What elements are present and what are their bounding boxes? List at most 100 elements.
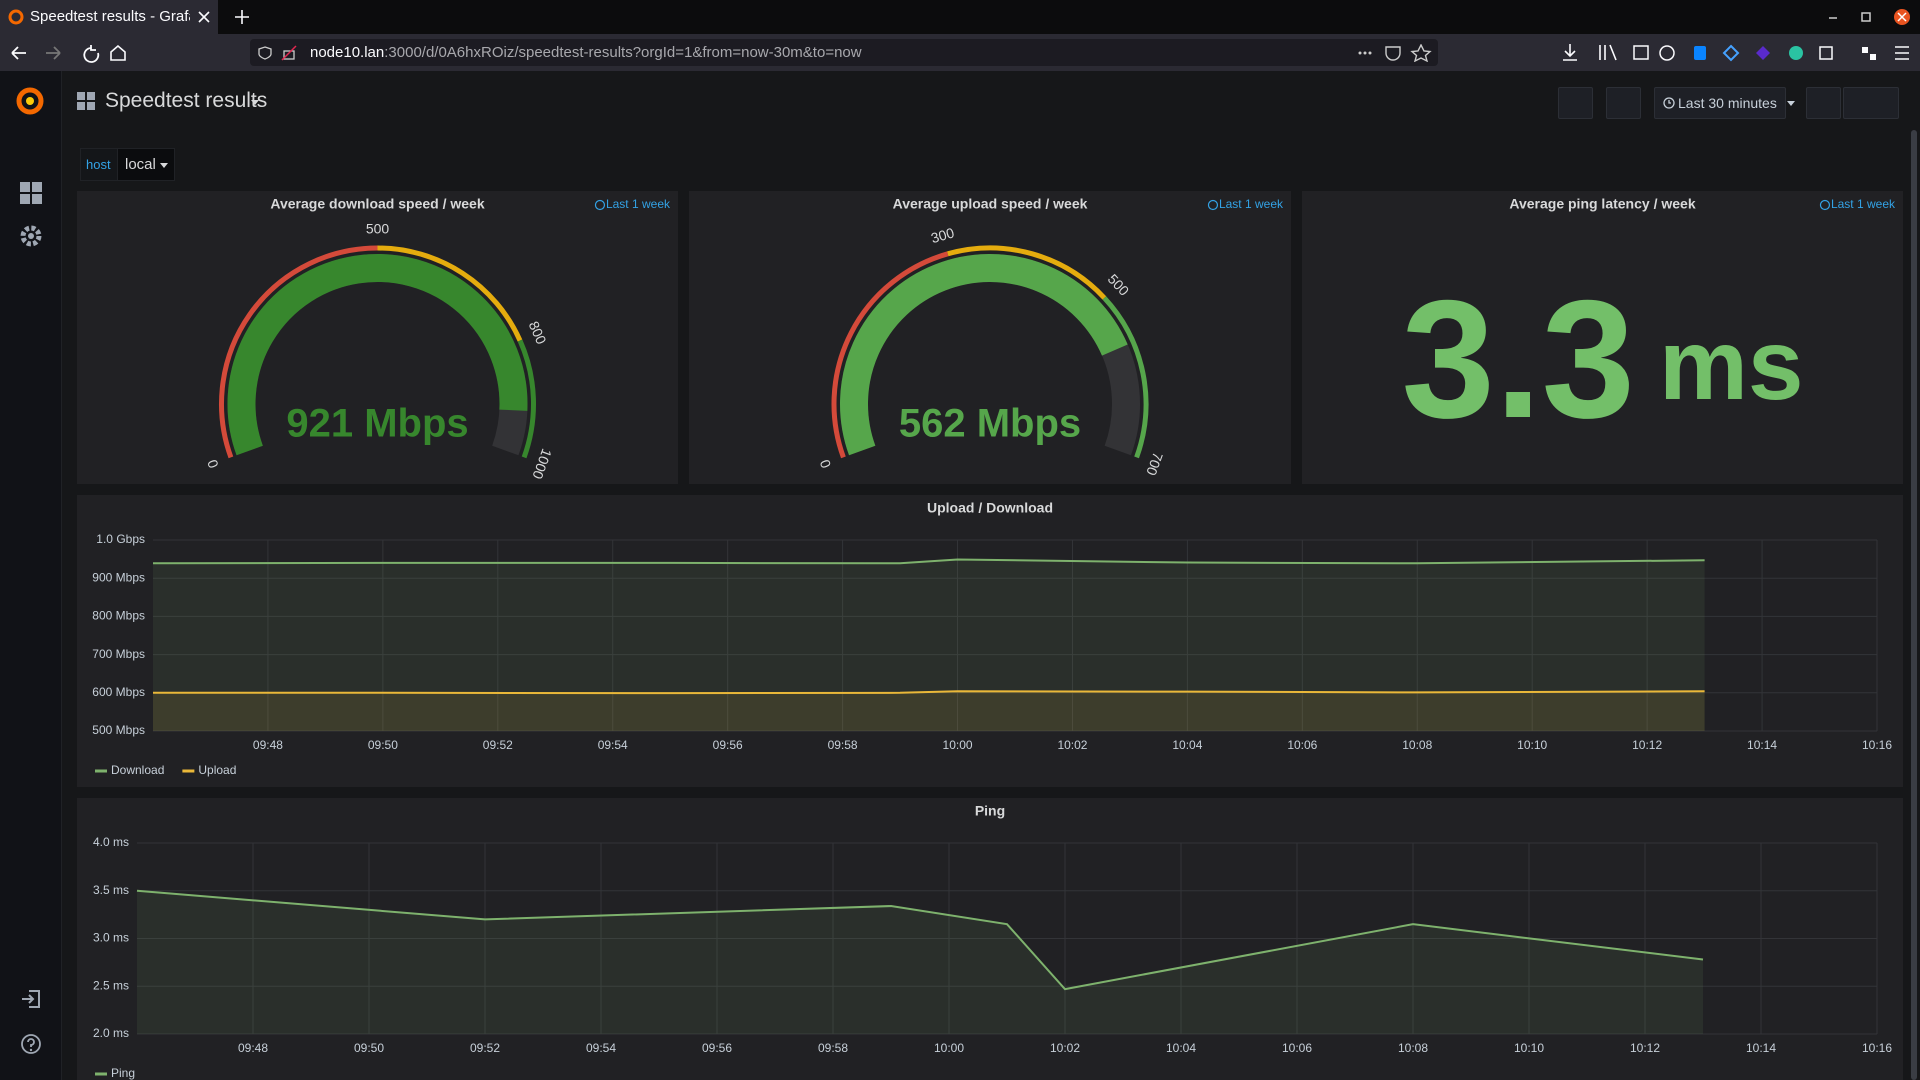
- x-tick-label: 10:02: [1050, 1041, 1080, 1055]
- title-caret[interactable]: [251, 100, 259, 106]
- share-button[interactable]: [1558, 87, 1593, 119]
- x-tick-label: 09:48: [253, 738, 283, 752]
- time-picker[interactable]: Last 30 minutes: [1654, 87, 1795, 119]
- variable-label-box: host: [80, 148, 118, 181]
- variable-label: host: [86, 157, 111, 172]
- window-controls: [1829, 9, 1910, 25]
- panel-title: Average upload speed / week: [893, 196, 1088, 212]
- clock-icon: [1207, 199, 1219, 211]
- x-tick-label: 10:08: [1402, 738, 1432, 752]
- x-tick-label: 10:12: [1632, 738, 1662, 752]
- stat-value: 3.3: [1401, 265, 1635, 453]
- gauge-tick-label: 800: [526, 319, 550, 347]
- tab-icon: [8, 9, 24, 25]
- x-tick-label: 10:14: [1746, 1041, 1776, 1055]
- gauge-tick-label: 700: [1143, 450, 1166, 478]
- gauge-tick-label: 300: [929, 224, 956, 246]
- legend-label: Ping: [111, 1066, 135, 1080]
- url-actions[interactable]: [1356, 44, 1432, 62]
- clock-icon: [1663, 97, 1675, 109]
- x-tick-label: 09:52: [483, 738, 513, 752]
- dashboard-title[interactable]: Speedtest results: [105, 89, 268, 112]
- series-line: [152, 558, 1705, 565]
- url-field[interactable]: node10.lan:3000/d/0A6hxROiz/speedtest-re…: [250, 39, 1438, 66]
- gauge-tick-label: 1000: [529, 447, 555, 482]
- toolbar-icons[interactable]: [1560, 42, 1910, 64]
- x-tick-label: 10:04: [1172, 738, 1202, 752]
- tab-bar: Speedtest results - Grafa: [0, 0, 1920, 34]
- legend-label: Download: [111, 763, 164, 777]
- gauge-tick-label: 500: [1105, 271, 1133, 299]
- x-tick-label: 09:56: [713, 738, 743, 752]
- x-tick-label: 10:06: [1282, 1041, 1312, 1055]
- variable-select[interactable]: local: [117, 148, 175, 181]
- settings-icon[interactable]: [19, 224, 43, 248]
- clock-icon: [1819, 199, 1831, 211]
- new-tab[interactable]: [234, 9, 250, 25]
- panel: Ping 2.0 ms 2.5 ms 3.0 ms 3.5 ms 4.0 ms 09:48 0…: [77, 798, 1903, 1080]
- gauge-threshold: [219, 245, 378, 459]
- panel-canvas: Upload / Download 500 Mbps 600 Mbps 700 Mbp…: [92, 500, 1892, 777]
- x-tick-label: 09:54: [598, 738, 628, 752]
- y-tick-label: 600 Mbps: [92, 685, 145, 699]
- panel-time-info: Last 1 week: [606, 197, 671, 211]
- y-tick-label: 700 Mbps: [92, 647, 145, 661]
- panel-canvas: Average upload speed / week Last 1 week 0 3…: [816, 196, 1284, 478]
- x-tick-label: 09:58: [828, 738, 858, 752]
- gauge-value-label: 921 Mbps: [286, 402, 468, 446]
- sign-in-icon[interactable]: [20, 988, 42, 1010]
- time-range: Last 30 minutes: [1678, 95, 1777, 111]
- x-tick-label: 10:14: [1747, 738, 1777, 752]
- dashboards-icon[interactable]: [19, 181, 43, 205]
- tab-close[interactable]: [198, 11, 210, 23]
- panel: Average upload speed / week Last 1 week 0 3…: [689, 191, 1291, 484]
- gauge-threshold: [377, 245, 523, 342]
- panel-title: Ping: [975, 803, 1005, 819]
- tv-button[interactable]: [1606, 87, 1641, 119]
- x-tick-label: 09:50: [354, 1041, 384, 1055]
- gauge-value: [840, 254, 1128, 456]
- panel-canvas: Ping 2.0 ms 2.5 ms 3.0 ms 3.5 ms 4.0 ms 09:48 0…: [93, 803, 1892, 1080]
- x-tick-label: 10:00: [934, 1041, 964, 1055]
- gauge-threshold: [947, 245, 1107, 300]
- panel-title: Average download speed / week: [270, 196, 484, 212]
- scrollbar[interactable]: [1911, 130, 1917, 1080]
- panel: Average download speed / week Last 1 week…: [77, 191, 678, 484]
- y-tick-label: 4.0 ms: [93, 835, 129, 849]
- series-area: [137, 890, 1703, 1034]
- refresh-button[interactable]: [1843, 87, 1899, 119]
- y-tick-label: 3.0 ms: [93, 931, 129, 945]
- panel-time-info: Last 1 week: [1219, 197, 1284, 211]
- x-tick-label: 09:52: [470, 1041, 500, 1055]
- variable-caret: [160, 163, 168, 168]
- x-tick-label: 10:12: [1630, 1041, 1660, 1055]
- gauge-tick-label: 0: [816, 457, 834, 470]
- url-host: node10.lan: [310, 44, 385, 61]
- url-icons: [258, 45, 297, 61]
- gauge-value: [227, 254, 528, 456]
- y-tick-label: 1.0 Gbps: [96, 532, 145, 546]
- stat-unit: ms: [1659, 309, 1804, 421]
- zoom-button[interactable]: [1806, 87, 1841, 119]
- gauge-threshold: [517, 339, 536, 459]
- x-tick-label: 10:16: [1862, 738, 1892, 752]
- tab[interactable]: Speedtest results - Grafa: [0, 0, 218, 34]
- x-tick-label: 09:54: [586, 1041, 616, 1055]
- clock-icon: [594, 199, 606, 211]
- dashboard-icon: [77, 92, 95, 110]
- panel-canvas: Average ping latency / week Last 1 week 3.…: [1401, 196, 1896, 454]
- panel-canvas: Average download speed / week Last 1 week…: [204, 196, 671, 482]
- gauge-threshold: [831, 251, 949, 459]
- grafana-logo[interactable]: [14, 85, 46, 117]
- sidebar: [0, 71, 62, 1080]
- y-tick-label: 3.5 ms: [93, 883, 129, 897]
- help-icon[interactable]: [20, 1033, 42, 1055]
- nav-buttons[interactable]: [8, 42, 128, 64]
- y-tick-label: 900 Mbps: [92, 570, 145, 584]
- x-tick-label: 09:48: [238, 1041, 268, 1055]
- panel: Average ping latency / week Last 1 week 3.…: [1302, 191, 1903, 484]
- panel-title: Upload / Download: [927, 500, 1053, 516]
- variable-value: local: [125, 156, 156, 173]
- stat: 3.3 ms: [1401, 265, 1803, 453]
